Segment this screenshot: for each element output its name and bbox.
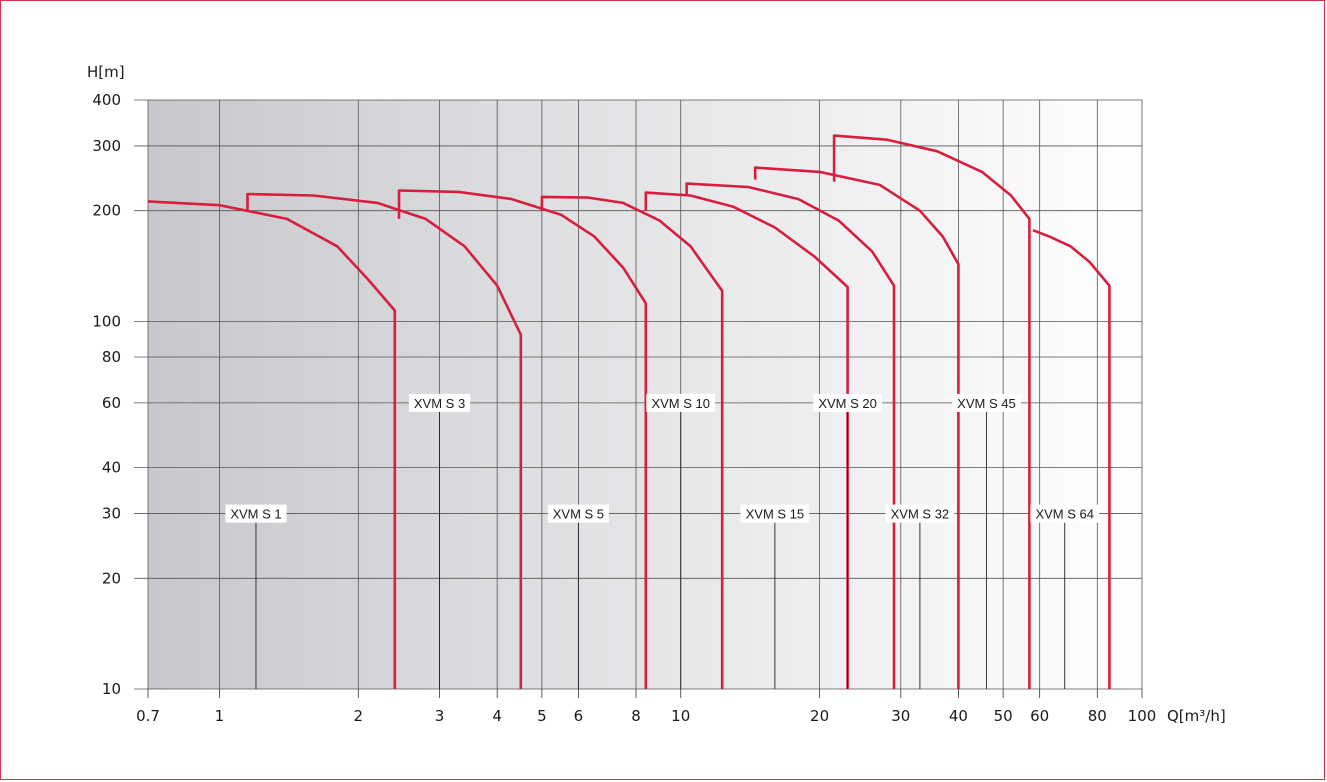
x-tick-group: 0.7 1 2 3 4 5 6 8 10 20 30 40 50 60 80 100 [136,689,1156,725]
x-tick-label: 80 [1088,707,1107,725]
curve-xvm-s-15 [644,191,849,689]
x-tick-label: 5 [537,707,547,725]
y-tick-label: 80 [102,348,121,366]
series-label-xvm-s-1: XVM S 1 [230,507,281,522]
series-label-bg [740,504,810,523]
y-tick-label: 400 [92,91,121,109]
y-tick-label: 30 [102,505,121,523]
series-label-bg [408,393,471,412]
x-tick-label: 20 [810,707,829,725]
curve-xvm-s-3 [246,192,523,689]
curve-xvm-s-32 [753,166,960,689]
x-tick-label: 60 [1030,707,1049,725]
x-tick-label: 3 [435,707,445,725]
series-label-bg [1030,504,1100,523]
x-tick-label: 50 [994,707,1013,725]
series-label-bg [547,504,609,523]
series-label-group: XVM S 1 XVM S 3 XVM S 5 XVM S 10 XVM S 15 XVM… [225,393,1100,689]
x-axis-label: Q[m³/h] [1167,707,1226,725]
series-label-xvm-s-3: XVM S 3 [414,396,465,411]
y-tick-label: 300 [92,137,121,155]
curve-group [147,134,1111,689]
y-tick-label: 20 [102,569,121,587]
y-axis-label: H[m] [87,63,125,81]
x-tick-label: 4 [492,707,502,725]
series-label-xvm-s-10: XVM S 10 [651,396,710,411]
x-tick-label: 30 [891,707,910,725]
series-label-bg [646,393,716,412]
x-tick-label: 1 [215,707,225,725]
series-label-xvm-s-5: XVM S 5 [553,507,604,522]
curve-xvm-s-45 [832,134,1031,689]
x-tick-label: 10 [671,707,690,725]
series-label-xvm-s-15: XVM S 15 [746,507,805,522]
x-tick-label: 8 [631,707,641,725]
y-tick-label: 100 [92,312,121,330]
y-tick-label: 200 [92,202,121,220]
series-label-xvm-s-20: XVM S 20 [818,396,877,411]
y-tick-label: 40 [102,459,121,477]
x-tick-label: 2 [354,707,364,725]
y-tick-group: 10 20 30 40 60 80 100 200 300 400 [92,91,121,698]
x-tick-label: 0.7 [136,707,160,725]
y-tick-label: 10 [102,680,121,698]
series-label-xvm-s-32: XVM S 32 [891,507,950,522]
x-tick-label: 40 [949,707,968,725]
curve-xvm-s-5 [397,189,648,689]
series-label-xvm-s-45: XVM S 45 [957,396,1016,411]
curve-xvm-s-64 [1032,228,1111,689]
series-label-xvm-s-64: XVM S 64 [1035,507,1094,522]
series-label-bg [952,393,1021,412]
series-label-bg [885,504,955,523]
curve-xvm-s-10 [540,195,724,689]
curve-xvm-s-1 [147,200,397,689]
y-tick-label: 60 [102,394,121,412]
series-label-bg [813,393,882,412]
x-tick-label: 6 [574,707,584,725]
series-label-bg [225,504,287,523]
curve-xvm-s-20 [685,182,896,689]
x-tick-label: 100 [1128,707,1157,725]
